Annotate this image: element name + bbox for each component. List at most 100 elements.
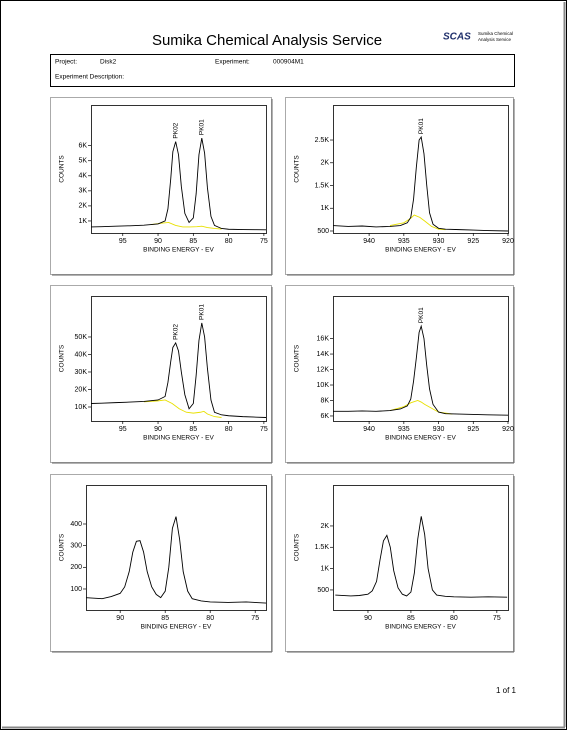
panel (50, 474, 272, 652)
description-label: Experiment Description: (55, 74, 124, 81)
x-tick-label: 85 (161, 615, 169, 622)
y-axis-label: COUNTS (294, 155, 301, 183)
y-tick-label: 2.5K (315, 137, 330, 144)
x-tick-label: 75 (260, 426, 268, 433)
y-tick-label: 30K (75, 369, 88, 376)
y-tick-label: 200 (70, 564, 82, 571)
spectrum-line (90, 138, 267, 231)
x-tick-label: 930 (433, 238, 445, 245)
x-tick-label: 80 (450, 615, 458, 622)
panel (285, 474, 514, 652)
y-tick-label: 3K (78, 188, 87, 195)
x-axis-label: BINDING ENERGY - EV (143, 435, 214, 442)
plot-area (333, 296, 509, 422)
spectrum-line (150, 222, 222, 230)
spectrum-line (333, 324, 509, 416)
panel (285, 97, 514, 275)
x-tick-label: 95 (119, 426, 127, 433)
y-tick-label: 1.5K (315, 182, 330, 189)
spectrum-line (335, 516, 508, 598)
y-tick-label: 16K (317, 335, 330, 342)
plot-area (91, 296, 267, 422)
y-tick-label: 2K (320, 523, 329, 530)
y-tick-label: 1.5K (315, 544, 330, 551)
y-tick-label: 500 (317, 228, 329, 235)
x-tick-label: 940 (363, 426, 375, 433)
x-tick-label: 920 (502, 238, 514, 245)
x-tick-label: 925 (467, 426, 479, 433)
y-tick-label: 300 (70, 543, 82, 550)
y-axis-label: COUNTS (59, 155, 66, 183)
x-tick-label: 90 (154, 426, 162, 433)
panel (285, 285, 514, 463)
experiment-label: Experiment: (215, 59, 250, 66)
y-tick-label: 100 (70, 586, 82, 593)
experiment-value: 000904M1 (273, 59, 304, 66)
plot-area (333, 485, 509, 611)
project-value: Disk2 (100, 59, 117, 66)
y-tick-label: 8K (320, 397, 329, 404)
y-tick-label: 500 (317, 587, 329, 594)
x-axis-label: BINDING ENERGY - EV (385, 624, 456, 631)
x-axis-label: BINDING ENERGY - EV (141, 624, 212, 631)
peak-label: PK01 (418, 118, 425, 134)
y-tick-label: 5K (78, 158, 87, 165)
x-tick-label: 90 (116, 615, 124, 622)
y-tick-label: 400 (70, 521, 82, 528)
x-tick-label: 75 (260, 238, 268, 245)
logo-text: Sumika Chemical (478, 31, 513, 36)
y-tick-label: 20K (75, 386, 88, 393)
spectrum-line (389, 214, 446, 231)
y-tick-label: 4K (78, 173, 87, 180)
spectrum-line (143, 399, 222, 418)
report-title: Sumika Chemical Analysis Service (152, 32, 382, 49)
y-tick-label: 10K (75, 404, 88, 411)
x-tick-label: 80 (225, 238, 233, 245)
x-tick-label: 95 (119, 238, 127, 245)
y-tick-label: 1K (320, 205, 329, 212)
y-tick-label: 40K (75, 351, 88, 358)
peak-label: PK01 (418, 307, 425, 323)
y-axis-label: COUNTS (59, 344, 66, 372)
x-tick-label: 920 (502, 426, 514, 433)
spectrum-line (85, 516, 267, 604)
y-tick-label: 2K (320, 160, 329, 167)
x-tick-label: 85 (407, 615, 415, 622)
peak-label: PK01 (199, 304, 206, 320)
logo-text: Analysis Service (478, 37, 512, 42)
x-tick-label: 90 (154, 238, 162, 245)
x-tick-label: 75 (251, 615, 259, 622)
spectrum-line (90, 322, 267, 418)
x-tick-label: 940 (363, 238, 375, 245)
x-tick-label: 935 (398, 238, 410, 245)
page-number: 1 of 1 (496, 686, 517, 695)
x-tick-label: 925 (467, 238, 479, 245)
plot-area (86, 485, 267, 611)
x-tick-label: 90 (364, 615, 372, 622)
x-tick-label: 80 (206, 615, 214, 622)
info-box (50, 54, 515, 87)
peak-label: PK02 (172, 122, 179, 138)
spectrum-line (332, 135, 509, 232)
y-tick-label: 10K (317, 382, 330, 389)
y-tick-label: 14K (317, 351, 330, 358)
peak-label: PK02 (172, 324, 179, 340)
x-axis-label: BINDING ENERGY - EV (143, 247, 214, 254)
x-axis-label: BINDING ENERGY - EV (385, 247, 456, 254)
plot-area (333, 105, 509, 234)
x-tick-label: 80 (225, 426, 233, 433)
y-axis-label: COUNTS (59, 533, 66, 561)
y-tick-label: 6K (320, 413, 329, 420)
project-label: Project: (55, 59, 77, 66)
y-tick-label: 1K (320, 565, 329, 572)
y-axis-label: COUNTS (294, 533, 301, 561)
spectrum-line (389, 400, 453, 415)
x-tick-label: 935 (398, 426, 410, 433)
x-tick-label: 85 (189, 238, 197, 245)
x-axis-label: BINDING ENERGY - EV (385, 435, 456, 442)
y-tick-label: 6K (78, 143, 87, 150)
x-tick-label: 75 (493, 615, 501, 622)
x-tick-label: 930 (433, 426, 445, 433)
plot-area (91, 105, 267, 234)
